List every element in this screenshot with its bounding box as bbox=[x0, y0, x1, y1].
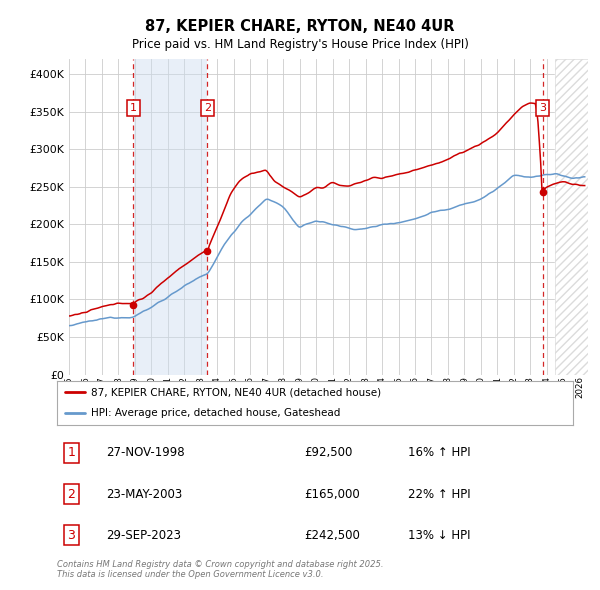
Text: 13% ↓ HPI: 13% ↓ HPI bbox=[408, 529, 470, 542]
Text: 22% ↑ HPI: 22% ↑ HPI bbox=[408, 487, 470, 501]
Text: Price paid vs. HM Land Registry's House Price Index (HPI): Price paid vs. HM Land Registry's House … bbox=[131, 38, 469, 51]
Text: 87, KEPIER CHARE, RYTON, NE40 4UR (detached house): 87, KEPIER CHARE, RYTON, NE40 4UR (detac… bbox=[91, 388, 380, 398]
Text: HPI: Average price, detached house, Gateshead: HPI: Average price, detached house, Gate… bbox=[91, 408, 340, 418]
Text: 16% ↑ HPI: 16% ↑ HPI bbox=[408, 446, 470, 460]
Text: 23-MAY-2003: 23-MAY-2003 bbox=[106, 487, 182, 501]
Text: 1: 1 bbox=[68, 446, 76, 460]
Text: 1: 1 bbox=[130, 103, 137, 113]
Text: 2: 2 bbox=[68, 487, 76, 501]
Text: 2: 2 bbox=[203, 103, 211, 113]
Text: 87, KEPIER CHARE, RYTON, NE40 4UR: 87, KEPIER CHARE, RYTON, NE40 4UR bbox=[145, 19, 455, 34]
Text: 27-NOV-1998: 27-NOV-1998 bbox=[106, 446, 185, 460]
Text: 3: 3 bbox=[68, 529, 76, 542]
Text: 3: 3 bbox=[539, 103, 546, 113]
Text: £242,500: £242,500 bbox=[305, 529, 361, 542]
Text: Contains HM Land Registry data © Crown copyright and database right 2025.
This d: Contains HM Land Registry data © Crown c… bbox=[57, 560, 383, 579]
Text: £92,500: £92,500 bbox=[305, 446, 353, 460]
Text: 29-SEP-2023: 29-SEP-2023 bbox=[106, 529, 181, 542]
Text: £165,000: £165,000 bbox=[305, 487, 361, 501]
